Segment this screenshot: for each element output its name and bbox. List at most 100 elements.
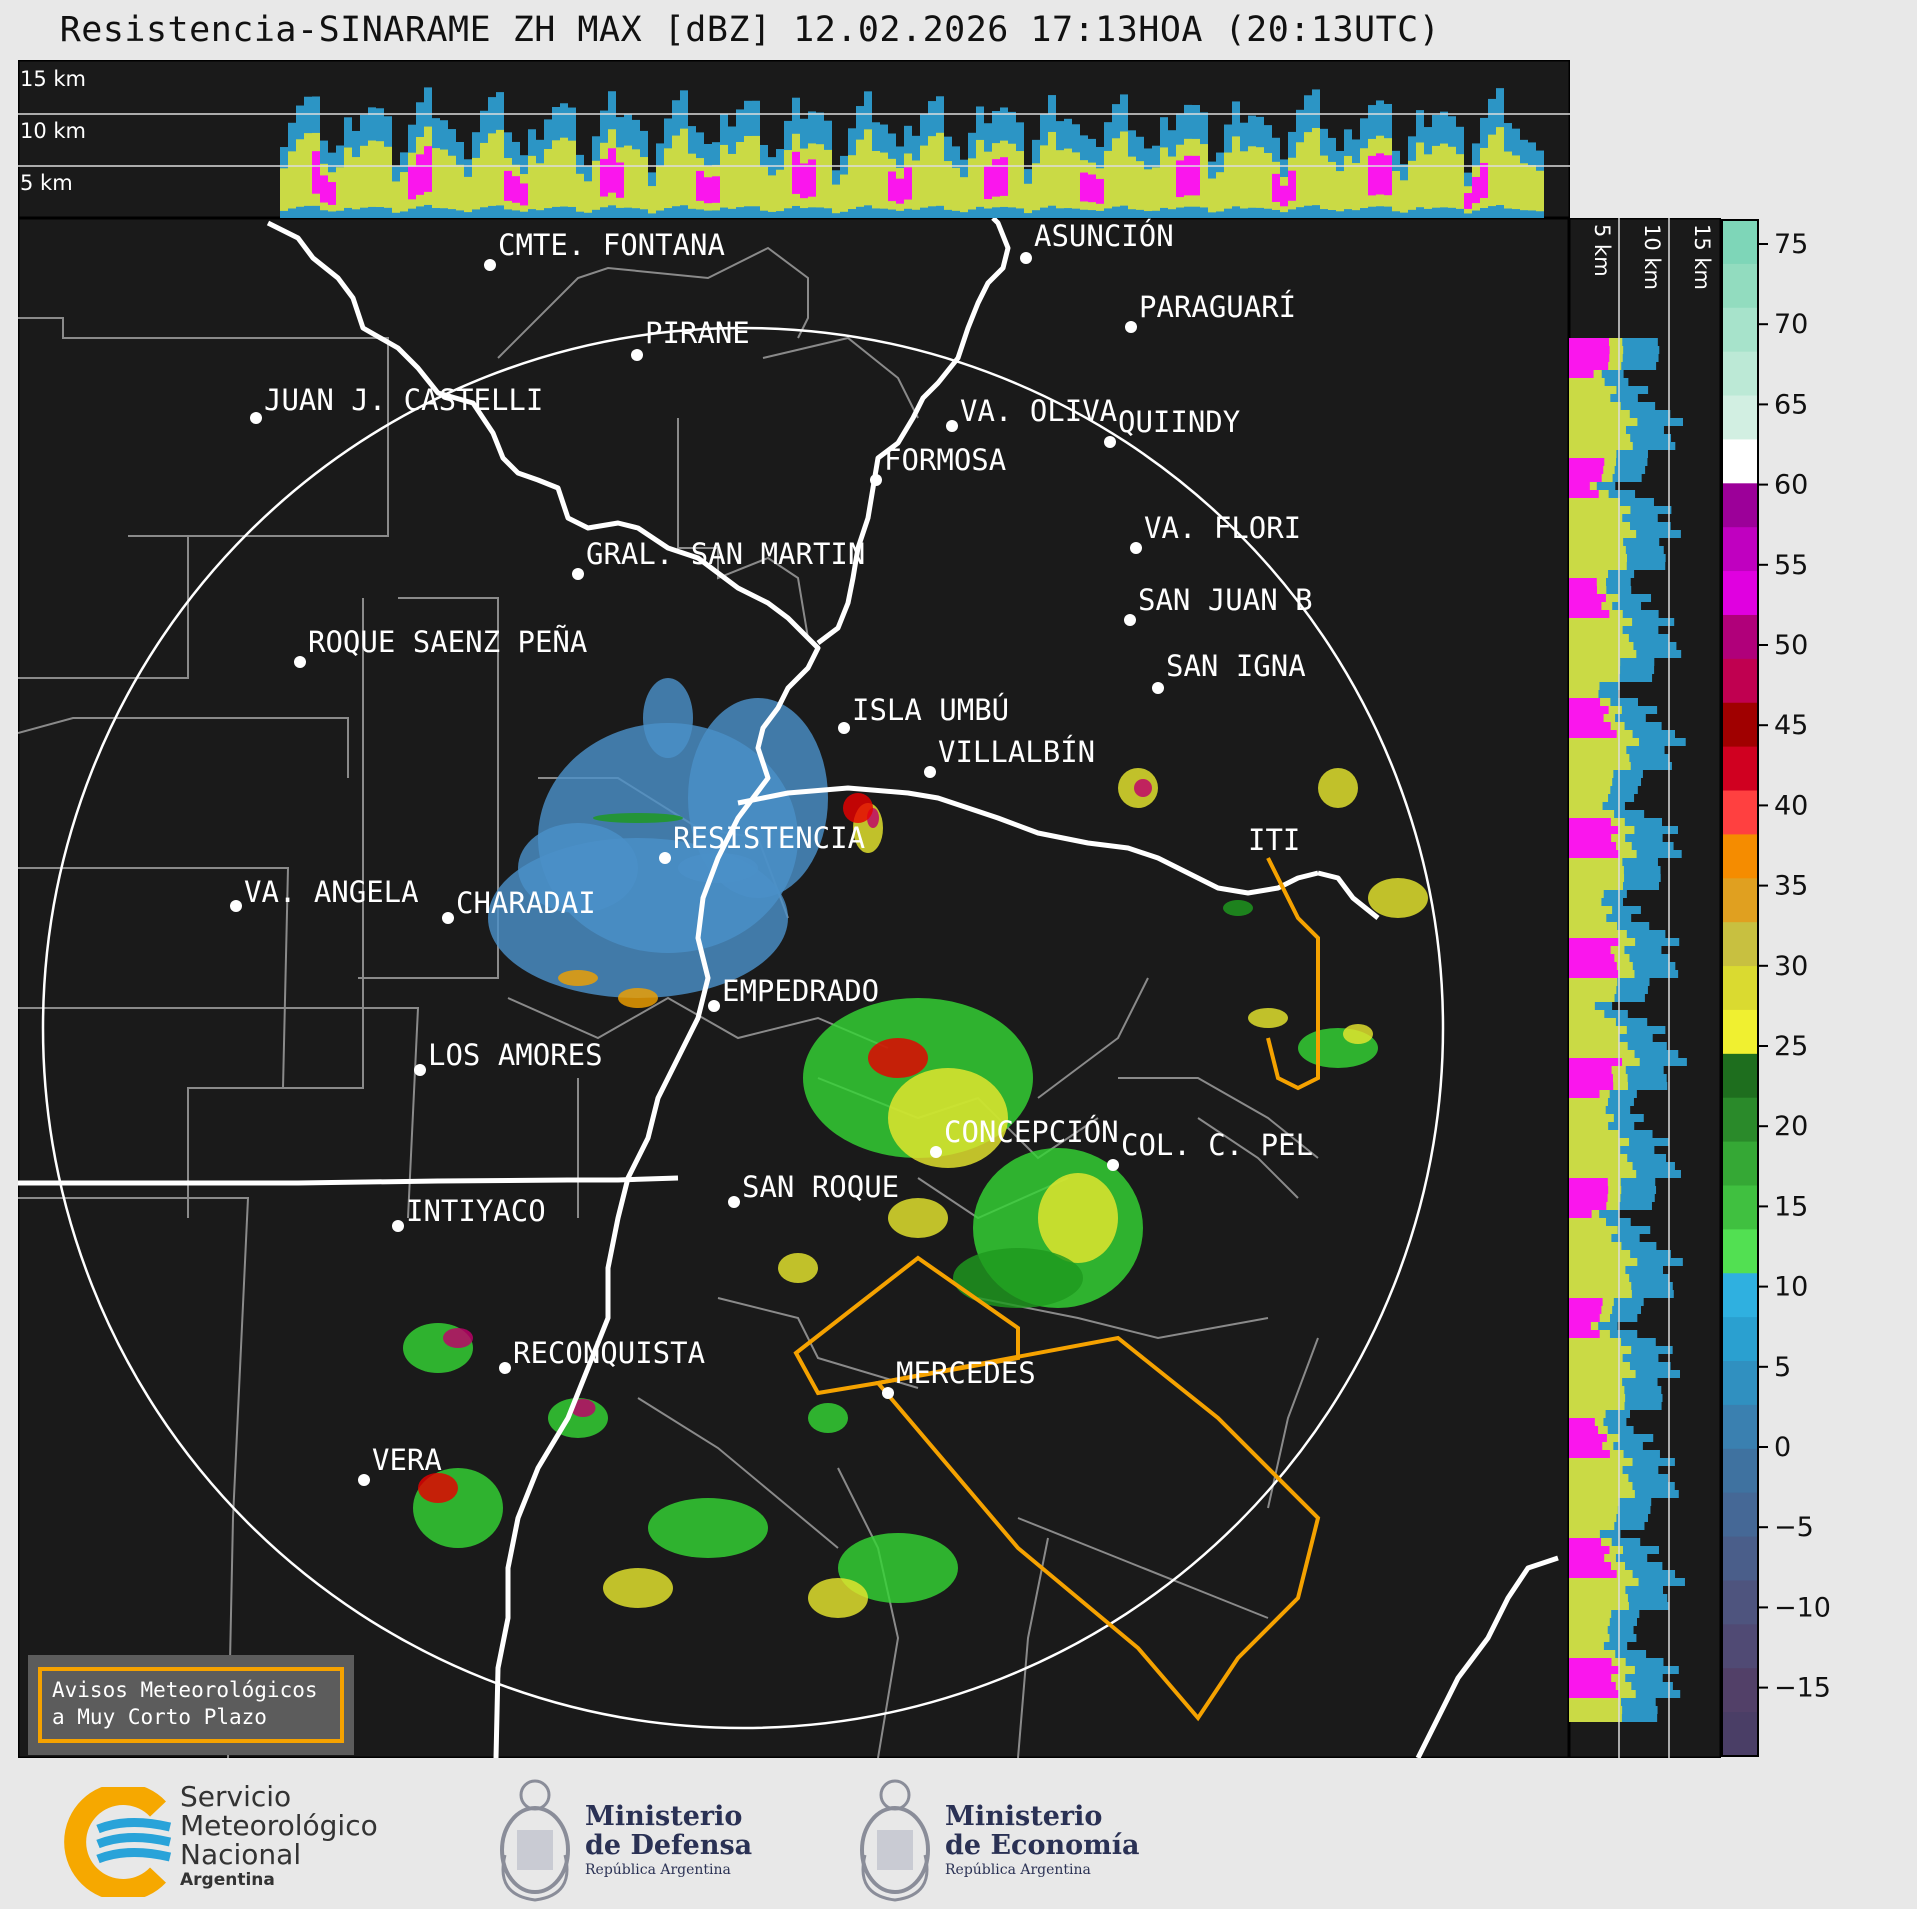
profile-core (1072, 152, 1080, 209)
profile-core (688, 153, 696, 209)
profile-core (1416, 142, 1424, 208)
place-label: FORMOSA (884, 443, 1006, 477)
profile-core (952, 167, 960, 211)
department-boundaries (18, 246, 1319, 1758)
profile-row-peak (1569, 1442, 1603, 1450)
colorbar-tick-label: 60 (1774, 470, 1808, 501)
profile-row-peak (1569, 1090, 1600, 1098)
place-pirane: PIRANE (631, 316, 750, 361)
profile-row-core (1569, 1138, 1630, 1146)
profile-row-peak (1569, 1314, 1600, 1322)
profile-row-core (1569, 1242, 1622, 1250)
colorbar-step (1722, 527, 1758, 573)
echo-cell (1038, 1173, 1118, 1263)
profile-core (880, 152, 888, 209)
place-label: VA. OLIVA (960, 394, 1117, 428)
colorbar-tick-label: 65 (1774, 389, 1808, 420)
profile-core (1440, 143, 1448, 208)
profile-peak (1272, 173, 1280, 202)
profile-core (576, 173, 584, 212)
profile-row-peak (1569, 706, 1609, 714)
profile-core (384, 146, 392, 208)
profile-row-core (1569, 1634, 1610, 1642)
profile-core (824, 149, 832, 209)
place-label: LOS AMORES (428, 1038, 603, 1072)
colorbar-tick-label: 25 (1774, 1031, 1808, 1062)
profile-row-core (1569, 522, 1631, 530)
profile-row-core (1569, 1170, 1637, 1178)
profile-core (1456, 154, 1464, 209)
profile-core (752, 135, 760, 207)
profile-core (536, 163, 544, 211)
profile-top-5km: 5 km (20, 171, 73, 195)
place-los-amores: LOS AMORES (414, 1038, 603, 1076)
profile-row-peak (1569, 1194, 1608, 1202)
profile-row-peak (1569, 586, 1597, 594)
place-label: CHARADAI (456, 886, 596, 920)
colorbar-step (1722, 483, 1758, 529)
profile-row-core (1569, 618, 1633, 626)
profile-core (848, 155, 856, 210)
profile-row-core (1569, 690, 1599, 698)
colorbar-step (1722, 702, 1758, 748)
colorbar-step (1722, 1536, 1758, 1582)
profile-row-core (1569, 426, 1626, 434)
profile-row-core (1569, 1410, 1606, 1418)
profile-row-core (1569, 650, 1637, 658)
profile-row-core (1569, 682, 1600, 690)
profile-row-peak (1569, 1202, 1607, 1210)
profile-row-peak (1569, 362, 1609, 370)
colorbar-tick-label: 35 (1774, 871, 1808, 902)
echo-cell (643, 678, 693, 758)
echo-cell (1318, 768, 1358, 808)
place-dot (1107, 1159, 1119, 1171)
profile-peak (888, 171, 896, 202)
place-label: VERA (372, 1443, 442, 1477)
profile-peak (1376, 153, 1384, 195)
profile-core (928, 136, 936, 207)
profile-row-core (1569, 1482, 1633, 1490)
profile-row-peak (1569, 1450, 1610, 1458)
profile-core (664, 148, 672, 209)
place-dot (728, 1196, 740, 1208)
colorbar-step (1722, 1361, 1758, 1406)
warning-legend[interactable]: Avisos Meteorológicos a Muy Corto Plazo (28, 1655, 354, 1755)
profile-row-core (1569, 450, 1617, 458)
profile-core (1248, 146, 1256, 208)
profile-row-core (1569, 802, 1603, 810)
profile-row-core (1569, 1466, 1623, 1474)
colorbar-tick-label: 55 (1774, 550, 1808, 581)
place-dot (659, 852, 671, 864)
profile-core (864, 129, 872, 206)
profile-row-core (1569, 1154, 1628, 1162)
place-label: JUAN J. CASTELLI (264, 383, 543, 417)
colorbar-step (1722, 571, 1758, 616)
profile-row-core (1569, 1354, 1623, 1362)
profile-core (840, 174, 848, 212)
profile-core (560, 137, 568, 207)
profile-core (672, 135, 680, 207)
profile-peak (424, 146, 432, 192)
profile-core (584, 181, 592, 213)
profile-core (720, 144, 728, 208)
place-label: PIRANE (645, 316, 750, 350)
profile-row-core (1569, 1706, 1623, 1714)
profile-core (1344, 155, 1352, 210)
echo-cell (570, 1399, 596, 1417)
profile-row-core (1569, 658, 1621, 666)
profile-peak (1080, 172, 1088, 202)
profile-row-peak (1569, 482, 1590, 490)
profile-row-core (1569, 1618, 1610, 1626)
profile-peak (520, 183, 528, 206)
profile-row-core (1569, 1338, 1622, 1346)
profile-row-peak (1569, 370, 1594, 378)
profile-core (1016, 151, 1024, 209)
place-label: RECONQUISTA (513, 1336, 705, 1370)
profile-core (1128, 156, 1136, 210)
profile-row-core (1569, 538, 1624, 546)
profile-row-peak (1569, 938, 1619, 946)
profile-row-peak (1569, 1210, 1592, 1218)
profile-peak (1288, 170, 1296, 201)
profile-core (472, 157, 480, 210)
place-label: ROQUE SAENZ PEÑA (308, 625, 587, 659)
